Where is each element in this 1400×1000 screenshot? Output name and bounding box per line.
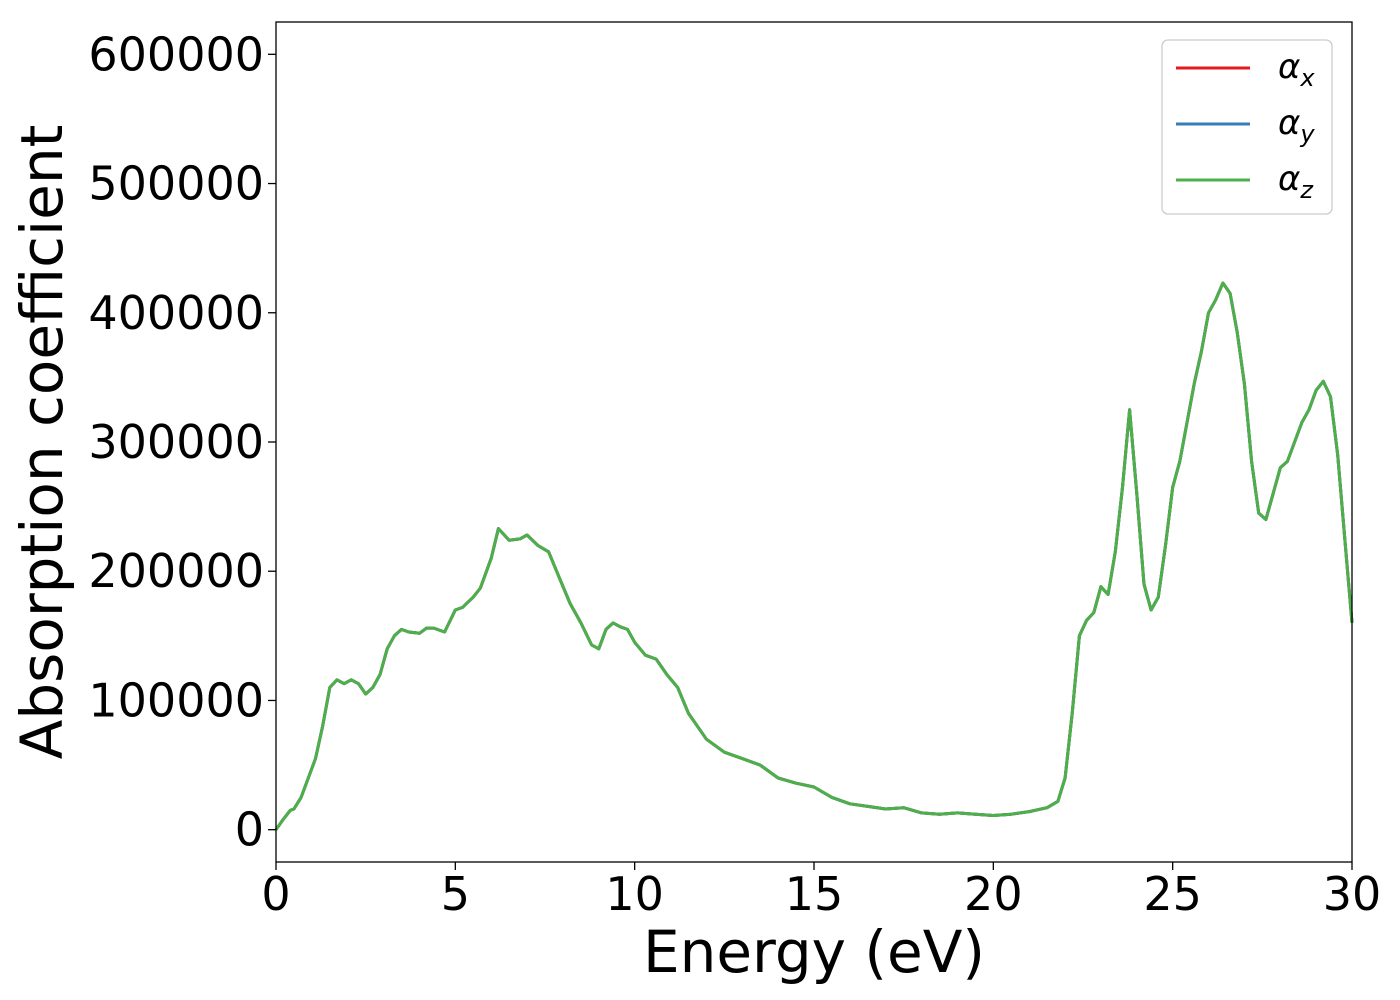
x-tick-label: 5 bbox=[441, 867, 470, 921]
y-tick-label: 200000 bbox=[88, 544, 264, 598]
legend-box bbox=[1161, 39, 1333, 215]
y-tick-label: 400000 bbox=[88, 286, 264, 340]
x-tick-label: 20 bbox=[964, 867, 1023, 921]
x-tick-label: 15 bbox=[785, 867, 844, 921]
y-tick-label: 600000 bbox=[88, 27, 264, 81]
y-tick-label: 500000 bbox=[88, 157, 264, 211]
x-tick-label: 10 bbox=[605, 867, 664, 921]
y-tick-label: 100000 bbox=[88, 673, 264, 727]
y-tick-label: 300000 bbox=[88, 415, 264, 469]
x-axis-title: Energy (eV) bbox=[643, 918, 985, 986]
y-axis-title: Absorption coefficient bbox=[8, 125, 76, 760]
y-axis-ticks: 0 100000 200000 300000 400000 500000 600000 bbox=[88, 27, 276, 857]
x-tick-label: 25 bbox=[1143, 867, 1202, 921]
plot-lines bbox=[274, 281, 1354, 831]
series-line-alpha-y bbox=[274, 281, 1354, 831]
x-tick-label: 0 bbox=[261, 867, 290, 921]
series-line-alpha-z bbox=[274, 281, 1354, 831]
y-tick-label: 0 bbox=[235, 803, 264, 857]
x-tick-label: 30 bbox=[1323, 867, 1382, 921]
x-axis-ticks: 0 5 10 15 20 25 30 bbox=[261, 862, 1381, 921]
series-line-alpha-x bbox=[274, 281, 1354, 831]
